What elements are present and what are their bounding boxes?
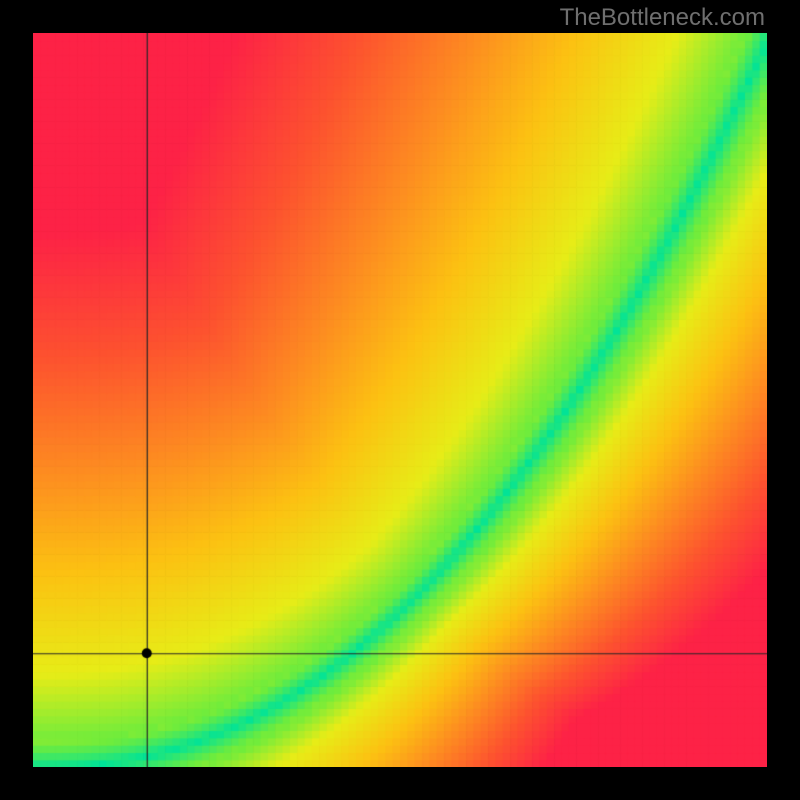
watermark-text: TheBottleneck.com	[560, 4, 765, 32]
bottleneck-heatmap	[33, 33, 767, 767]
